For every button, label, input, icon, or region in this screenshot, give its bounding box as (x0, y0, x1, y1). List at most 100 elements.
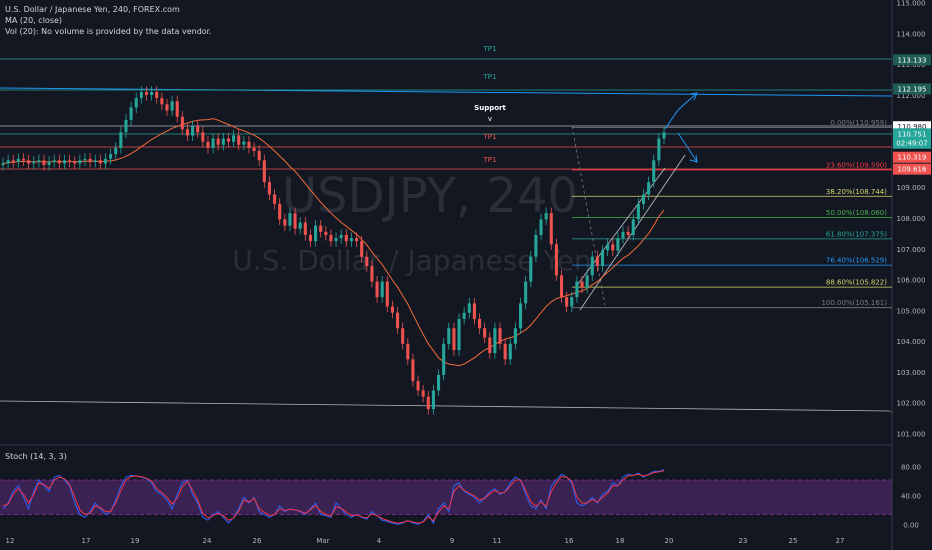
fib-level-label: 88.60%(105.822) (826, 279, 887, 287)
chart-legend: U.S. Dollar / Japanese Yen, 240, FOREX.c… (5, 4, 212, 37)
candle-body (575, 281, 579, 298)
candle-body (600, 250, 605, 267)
candle-body (360, 241, 364, 257)
candle-body (252, 147, 256, 151)
candle-body (98, 160, 102, 164)
price-tag (893, 83, 931, 95)
candle-body (498, 328, 502, 344)
candle-body (513, 328, 517, 344)
candle-body (611, 244, 615, 251)
candle-body (216, 138, 220, 145)
candle-body (554, 244, 558, 276)
fib-level-label: 0.00%(110.959) (830, 119, 887, 127)
candle-body (211, 138, 215, 148)
price-tag-text: 110.319 (898, 154, 927, 162)
candle-body (488, 337, 492, 354)
candle-body (365, 256, 369, 267)
stoch-tick-label: 0.00 (903, 522, 919, 530)
candle-body (457, 318, 461, 351)
price-tag (893, 121, 931, 133)
price-tick-label: 101.000 (897, 431, 926, 439)
candle-body (467, 303, 471, 313)
fib-level-label: 38.20%(108.744) (826, 188, 887, 196)
candle-body (452, 328, 456, 351)
candle-body (375, 281, 379, 298)
candle-body (431, 390, 435, 410)
candle-body (559, 275, 564, 298)
time-axis[interactable]: 12 17 19 24 26 Mar 4 9 11 16 18 20 23 25 27 (6, 537, 845, 545)
candle-body (114, 147, 118, 155)
candle-body (32, 161, 36, 164)
candle-body (606, 244, 610, 251)
candle-body (662, 132, 666, 139)
candle-body (278, 203, 282, 220)
candle-body (62, 160, 67, 164)
candle-body (11, 160, 15, 162)
candle-body (319, 225, 323, 232)
candle-body (57, 160, 61, 164)
candle-body (396, 312, 400, 329)
candle-body (232, 135, 236, 142)
stoch-tick-label: 40.00 (901, 493, 921, 501)
time-tick-label: 19 (131, 537, 140, 545)
resistance-line (0, 87, 893, 97)
candle-body (170, 101, 174, 111)
candle-body (411, 359, 415, 382)
fib-level-label: 76.40%(106.529) (826, 257, 887, 265)
price-tag (893, 137, 931, 149)
candle-body (73, 161, 77, 164)
time-tick-label: 27 (836, 537, 845, 545)
candle-body (508, 343, 512, 360)
candle-body (524, 281, 528, 304)
candle-body (103, 158, 108, 164)
price-tick-label: 107.000 (897, 246, 926, 254)
tp-label: TP1 (483, 133, 497, 141)
candle-body (390, 306, 394, 313)
candle-body (293, 213, 297, 229)
legend-symbol: U.S. Dollar / Japanese Yen, 240, FOREX.c… (5, 5, 180, 14)
candle-body (185, 129, 190, 136)
candle-body (385, 281, 389, 307)
candle-body (37, 160, 41, 162)
price-tick-label: 115.000 (897, 0, 926, 8)
ma-polyline (2, 118, 665, 367)
time-tick-label: 17 (82, 537, 91, 545)
horizontal-lines (0, 58, 893, 412)
candle-body (93, 160, 97, 162)
candle-body (88, 158, 92, 162)
candle-body (247, 141, 251, 148)
candle-body (180, 116, 184, 130)
price-tag-text: 109.616 (898, 166, 927, 174)
candle-body (426, 396, 430, 410)
ma-line (2, 118, 665, 367)
candle-body (580, 281, 584, 288)
candle-body (570, 297, 574, 307)
fibonacci-retracement[interactable]: 0.00%(110.959) 23.60%(109.590) 38.20%(108.… (571, 119, 892, 309)
stoch-tick-label: 80.00 (901, 464, 921, 472)
price-tick-label: 109.000 (897, 184, 926, 192)
candle-body (47, 161, 51, 165)
candle-body (314, 225, 318, 242)
time-tick-label: 12 (6, 537, 15, 545)
stoch-band (0, 480, 892, 515)
price-tick-label: 105.000 (897, 307, 926, 315)
candle-body (406, 343, 410, 360)
price-tick-label: 108.000 (897, 215, 926, 223)
candle-body (288, 213, 292, 226)
candle-body (165, 104, 169, 111)
fib-level-label: 61.80%(107.375) (826, 230, 887, 238)
candle-body (621, 231, 625, 239)
candle-body (257, 150, 261, 161)
candle-body (83, 158, 87, 161)
price-tag-text: 02:49:07 (896, 140, 927, 148)
candle-body (27, 160, 31, 164)
candle-body (237, 135, 241, 145)
candle-body (493, 328, 497, 354)
candle-body (206, 141, 210, 148)
trend-line (0, 400, 893, 412)
candle-body (565, 297, 569, 307)
stochastic-pane (0, 469, 892, 525)
